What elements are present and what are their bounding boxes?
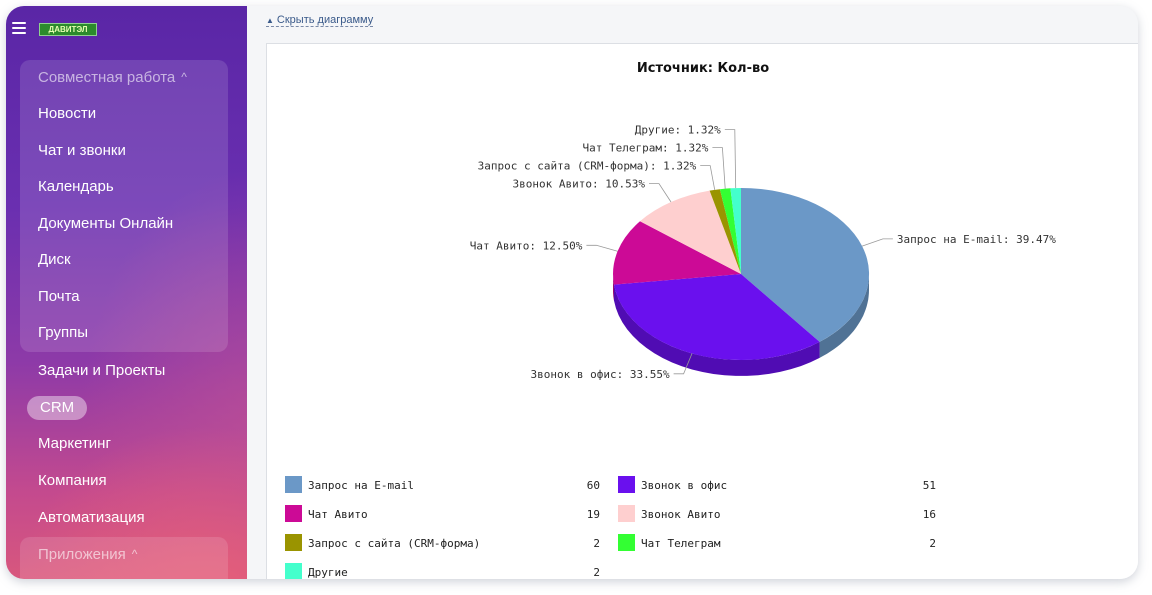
collab-group <box>20 60 228 352</box>
legend-item[interactable]: Чат Авито 19 <box>285 505 605 523</box>
pie-leader-3 <box>649 183 672 203</box>
nav-item-tasks[interactable]: Задачи и Проекты <box>38 362 166 379</box>
menu-icon[interactable] <box>12 22 26 34</box>
group-apps-toggle[interactable]: Приложения ^ <box>38 546 137 563</box>
legend-count: 2 <box>593 537 600 550</box>
legend-swatch <box>618 476 635 493</box>
legend-count: 2 <box>929 537 936 550</box>
chart-panel: Источник: Кол-во Запрос на E-mail: 39.47… <box>266 43 1138 579</box>
legend-item[interactable]: Другие 2 <box>285 563 605 579</box>
nav-item-crm[interactable]: CRM <box>27 396 88 420</box>
legend-label: Чат Авито <box>308 508 368 521</box>
legend-swatch <box>618 534 635 551</box>
pie-slice-3[interactable] <box>640 190 741 274</box>
chevron-up-icon: ^ <box>131 547 138 561</box>
pie-slice-4[interactable] <box>709 189 741 274</box>
pie-side-1 <box>614 284 820 376</box>
chart-title: Источник: Кол-во <box>636 61 770 76</box>
app-window: ДАВИТЭЛ Совместная работа ^ Новости Чат и… <box>6 6 1138 579</box>
nav-item-documents[interactable]: Документы Онлайн <box>38 215 174 232</box>
legend-item[interactable]: Звонок в офис 51 <box>618 476 938 494</box>
pie-label-3: Звонок Авито: 10.53% <box>513 178 646 191</box>
nav-item-marketing[interactable]: Маркетинг <box>38 435 111 452</box>
arrow-up-icon: ▲ <box>266 16 274 25</box>
chevron-up-icon: ^ <box>181 70 187 84</box>
pie-leader-5 <box>712 147 726 189</box>
legend-swatch <box>285 476 302 493</box>
pie-label-0: Запрос на E-mail: 39.47% <box>897 233 1056 246</box>
legend-swatch <box>618 505 635 522</box>
pie-side-2 <box>613 274 614 301</box>
legend-item[interactable]: Запрос с сайта (CRM-форма) 2 <box>285 534 605 552</box>
legend-count: 19 <box>586 508 600 521</box>
legend-item[interactable]: Чат Телеграм 2 <box>618 534 938 552</box>
nav-item-calendar[interactable]: Календарь <box>38 178 114 195</box>
pie-label-2: Чат Авито: 12.50% <box>470 239 583 252</box>
pie-leader-2 <box>586 244 618 252</box>
nav-item-chat[interactable]: Чат и звонки <box>38 142 126 159</box>
group-apps-label: Приложения <box>38 546 126 563</box>
nav-item-groups[interactable]: Группы <box>38 324 88 341</box>
legend-swatch <box>285 534 302 551</box>
apps-group <box>20 537 228 579</box>
pie-chart: Запрос на E-mail: 39.47% Звонок в офис: 3… <box>470 124 1056 381</box>
nav-item-mail[interactable]: Почта <box>38 288 80 305</box>
pie-label-1: Звонок в офис: 33.55% <box>531 368 670 381</box>
sidebar-header: ДАВИТЭЛ <box>6 6 247 50</box>
pie-slice-2[interactable] <box>613 221 741 285</box>
legend-label: Запрос на E-mail <box>308 479 414 492</box>
nav-item-automation[interactable]: Автоматизация <box>38 509 145 526</box>
pie-leader-1 <box>673 353 693 375</box>
legend-label: Другие <box>308 566 348 579</box>
nav-item-company[interactable]: Компания <box>38 472 107 489</box>
pie-slice-0[interactable] <box>741 187 870 342</box>
legend-label: Звонок Авито <box>641 508 721 521</box>
legend-count: 2 <box>593 566 600 579</box>
legend-count: 51 <box>922 479 936 492</box>
pie-slice-1[interactable] <box>614 274 820 361</box>
legend-item[interactable]: Запрос на E-mail 60 <box>285 476 605 494</box>
pie-leader-6 <box>724 129 737 189</box>
legend-swatch <box>285 563 302 579</box>
company-logo: ДАВИТЭЛ <box>39 23 97 36</box>
legend-count: 60 <box>586 479 600 492</box>
legend-item[interactable]: Звонок Авито 16 <box>618 505 938 523</box>
sidebar: ДАВИТЭЛ Совместная работа ^ Новости Чат и… <box>6 6 247 579</box>
pie-side-0 <box>819 274 869 358</box>
group-collab-label: Совместная работа <box>38 69 176 86</box>
legend-label: Звонок в офис <box>641 479 728 492</box>
pie-leader-0 <box>861 238 893 247</box>
pie-label-6: Другие: 1.32% <box>635 124 721 137</box>
hide-chart-link[interactable]: ▲ Скрыть диаграмму <box>266 14 374 27</box>
pie-label-5: Чат Телеграм: 1.32% <box>583 142 709 155</box>
hide-chart-label: Скрыть диаграмму <box>276 14 374 26</box>
group-collab-toggle[interactable]: Совместная работа ^ <box>38 69 187 86</box>
main-content: ▲ Скрыть диаграмму Источник: Кол-во Запро… <box>247 6 1138 579</box>
legend-label: Чат Телеграм <box>641 537 721 550</box>
pie-slice-5[interactable] <box>719 188 741 274</box>
legend-swatch <box>285 505 302 522</box>
legend-count: 16 <box>922 508 936 521</box>
legend-label: Запрос с сайта (CRM-форма) <box>308 537 481 550</box>
nav-item-disk[interactable]: Диск <box>38 251 71 268</box>
pie-label-4: Запрос с сайта (CRM-форма): 1.32% <box>478 160 697 173</box>
pie-slice-6[interactable] <box>730 188 741 274</box>
pie-leader-4 <box>700 165 716 190</box>
nav-item-news[interactable]: Новости <box>38 105 97 122</box>
